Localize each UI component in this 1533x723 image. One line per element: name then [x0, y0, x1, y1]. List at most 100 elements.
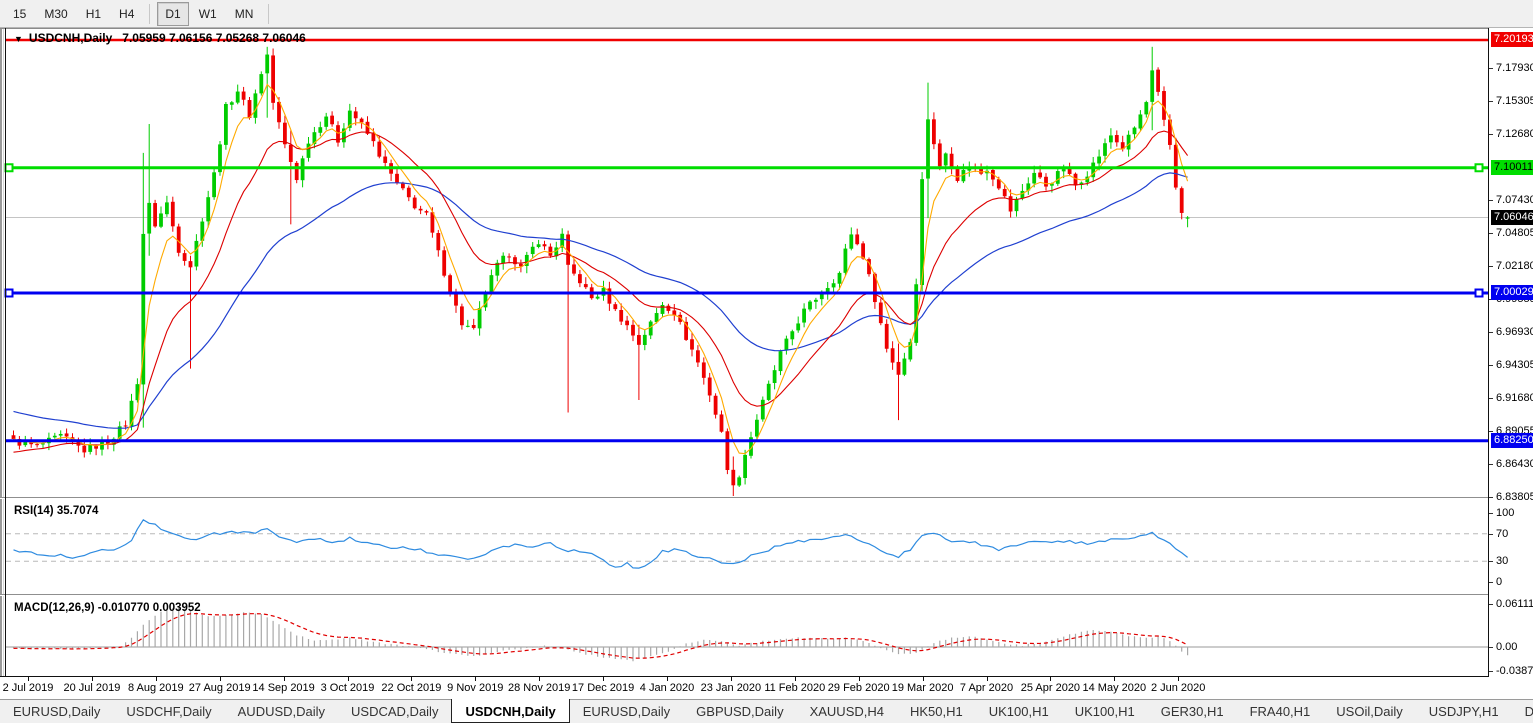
- date-label: 14 May 2020: [1082, 682, 1147, 694]
- timeframe-button-h1[interactable]: H1: [85, 6, 102, 21]
- rsi-macd-splitter[interactable]: [0, 594, 1489, 596]
- date-label: 9 Nov 2019: [447, 682, 504, 694]
- price-axis-label: 7.04805: [1496, 227, 1533, 240]
- date-axis-tick: [219, 677, 221, 681]
- price-axis-tick: [1489, 604, 1493, 605]
- ma-medium-line: [13, 130, 1189, 453]
- timeframe-toolbar: 15 M30 H1 H4 D1 W1 MN: [0, 0, 1533, 28]
- tab-usdjpy-h1[interactable]: USDJPY,H1: [1428, 704, 1499, 719]
- date-axis-tick: [475, 677, 477, 681]
- macd-signal-value: 0.003952: [152, 602, 201, 614]
- price-axis[interactable]: 7.17930 7.15305 7.12680 7.07430 7.04805 7.021…: [1489, 28, 1533, 677]
- tab-ger30-h1[interactable]: GER30,H1: [1160, 704, 1224, 719]
- macd-indicator-label: MACD(12,26,9) -0.010770 0.003952: [14, 602, 201, 614]
- price-axis-label: 7.12680: [1496, 128, 1533, 141]
- price-axis-label: 7.17930: [1496, 62, 1533, 75]
- tab-xauusd-h4[interactable]: XAUUSD,H4: [809, 704, 884, 719]
- level-badge-support-blue-2: 6.88250: [1491, 432, 1533, 448]
- chart-canvas[interactable]: [0, 28, 1489, 499]
- chart-symbol-period: USDCNH,Daily: [28, 31, 113, 45]
- date-axis-tick: [1050, 677, 1052, 681]
- date-axis-tick: [922, 677, 924, 681]
- timeframe-button-mn[interactable]: MN: [234, 6, 254, 21]
- date-label: 11 Feb 2020: [764, 682, 826, 694]
- rsi-name: RSI(14): [14, 505, 54, 517]
- price-axis-tick: [1489, 430, 1493, 432]
- tab-usdchf-daily[interactable]: USDCHF,Daily: [126, 704, 212, 719]
- rsi-axis-label: 30: [1496, 555, 1509, 568]
- toolbar-separator: [149, 3, 151, 24]
- price-axis-label: 6.94305: [1496, 358, 1533, 371]
- date-axis-tick: [667, 677, 668, 681]
- current-price-badge: 7.06046: [1491, 209, 1533, 225]
- level-handle-support-blue-1[interactable]: [1474, 288, 1484, 298]
- timeframe-button-d1[interactable]: D1: [157, 1, 189, 26]
- chart-title: ▼ USDCNH,Daily 7.05959 7.06156 7.05268 7.0…: [14, 31, 306, 45]
- date-label: 29 Feb 2020: [827, 682, 890, 694]
- price-axis-tick: [1489, 233, 1493, 235]
- rsi-axis-label: 0: [1496, 576, 1503, 588]
- date-axis-tick: [155, 677, 157, 681]
- level-handle-resistance-green[interactable]: [1474, 163, 1484, 173]
- rsi-current-value: 35.7074: [56, 505, 99, 517]
- price-axis-tick: [1489, 561, 1493, 563]
- price-axis-tick: [1489, 200, 1493, 202]
- date-axis-tick: [539, 677, 541, 681]
- collapse-triangle-icon[interactable]: ▼: [14, 34, 23, 44]
- date-label: 3 Oct 2019: [320, 682, 375, 694]
- date-label: 25 Apr 2020: [1020, 682, 1081, 694]
- tab-usdcad-daily[interactable]: USDCAD,Daily: [351, 704, 439, 719]
- chart-ohlc-values: 7.05959 7.06156 7.05268 7.06046: [122, 31, 306, 45]
- macd-axis-label: -0.038777: [1496, 665, 1533, 677]
- rsi-line: [13, 518, 1188, 569]
- timeframe-button-15[interactable]: 15: [13, 6, 27, 21]
- date-axis-tick: [91, 677, 93, 681]
- macd-axis-label: 0.00: [1496, 641, 1518, 653]
- date-label: 28 Nov 2019: [507, 682, 571, 694]
- level-badge-resistance-red: 7.20193: [1491, 32, 1533, 47]
- tab-dj30-h1[interactable]: DJ30,H1: [1524, 704, 1533, 719]
- rsi-canvas[interactable]: [0, 499, 1489, 595]
- price-axis-tick: [1489, 496, 1493, 498]
- date-label: 4 Jan 2020: [639, 682, 695, 694]
- level-handle-support-blue-1[interactable]: [4, 288, 14, 298]
- level-badge-resistance-green: 7.10011: [1491, 159, 1533, 175]
- tab-usoil-daily[interactable]: USOil,Daily: [1336, 704, 1403, 719]
- tab-usdcnh-daily[interactable]: USDCNH,Daily: [451, 699, 570, 723]
- macd-signal-line: [13, 612, 1188, 659]
- date-axis-tick: [283, 677, 285, 681]
- tab-hk50-h1[interactable]: HK50,H1: [910, 704, 963, 719]
- macd-canvas[interactable]: [0, 597, 1489, 676]
- date-axis-tick: [986, 677, 988, 681]
- tab-gbpusd-daily[interactable]: GBPUSD,Daily: [696, 704, 784, 719]
- date-label: 2 Jun 2020: [1150, 682, 1206, 694]
- tab-eurusd-daily[interactable]: EURUSD,Daily: [582, 704, 671, 719]
- window-frame-left-highlight: [3, 28, 4, 698]
- date-label: 23 Jan 2020: [700, 682, 762, 694]
- chart-tab-bar: EURUSD,Daily USDCHF,Daily AUDUSD,Daily USDC…: [0, 699, 1533, 723]
- tab-fra40-h1[interactable]: FRA40,H1: [1249, 704, 1311, 719]
- tab-uk100-h1[interactable]: UK100,H1: [1074, 704, 1135, 719]
- price-axis-tick: [1489, 647, 1493, 648]
- price-axis-tick: [1489, 463, 1493, 465]
- tab-audusd-daily[interactable]: AUDUSD,Daily: [237, 704, 326, 719]
- level-handle-resistance-green[interactable]: [4, 163, 14, 173]
- price-axis-label: 7.02180: [1496, 260, 1533, 272]
- tab-eurusd-daily[interactable]: EURUSD,Daily: [13, 704, 101, 719]
- plot-left-border: [5, 28, 6, 676]
- date-label: 14 Sep 2019: [252, 682, 315, 694]
- tab-uk100-h1[interactable]: UK100,H1: [988, 704, 1049, 719]
- price-axis-tick: [1489, 266, 1493, 267]
- date-axis[interactable]: 2 Jul 2019 20 Jul 2019 8 Aug 2019 27 Aug 20…: [0, 676, 1489, 699]
- price-axis-label: 6.91680: [1496, 391, 1533, 404]
- price-axis-tick: [1489, 101, 1493, 103]
- macd-name: MACD(12,26,9): [14, 602, 95, 614]
- timeframe-button-w1[interactable]: W1: [198, 6, 217, 21]
- timeframe-button-m30[interactable]: M30: [44, 6, 68, 21]
- date-label: 7 Apr 2020: [959, 682, 1014, 694]
- chart-window-top-border: [0, 28, 1533, 29]
- chart-rsi-splitter[interactable]: [0, 497, 1489, 499]
- ma-slow-line: [13, 172, 1188, 429]
- date-axis-tick: [858, 677, 860, 681]
- timeframe-button-h4[interactable]: H4: [119, 6, 135, 21]
